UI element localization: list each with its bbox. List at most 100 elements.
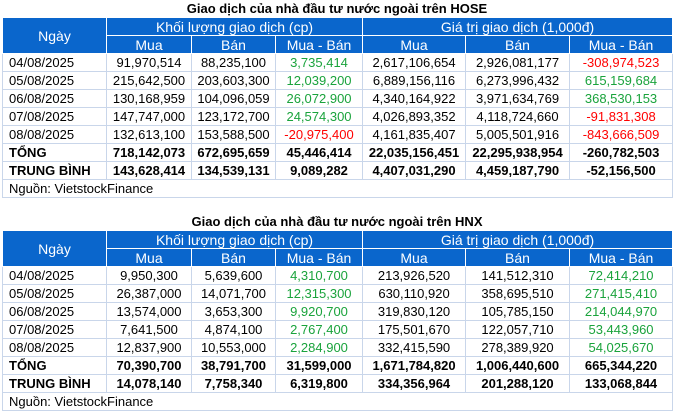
header-value: Giá trị giao dịch (1,000đ) (362, 17, 674, 36)
cell: TRUNG BÌNH (2, 161, 107, 180)
average-row: TRUNG BÌNH 14,078,140 7,758,340 6,319,800 33… (2, 374, 674, 393)
cell: 38,791,700 (191, 356, 276, 375)
cell: 9,950,300 (106, 266, 192, 285)
table-row: 06/08/2025 130,168,959 104,096,059 26,072,9… (2, 89, 674, 108)
cell: -260,782,503 (569, 143, 674, 162)
cell: 358,695,510 (465, 284, 571, 303)
cell: 26,387,000 (106, 284, 192, 303)
table-row: 07/08/2025 7,641,500 4,874,100 2,767,400 175… (2, 320, 674, 339)
cell: 22,035,156,451 (362, 143, 467, 162)
cell: 13,574,000 (106, 302, 192, 321)
cell: 12,315,300 (274, 284, 364, 303)
table-title: Giao dịch của nhà đầu tư nước ngoài trên… (191, 214, 483, 229)
cell: 3,971,634,769 (465, 89, 571, 108)
cell: 4,407,031,290 (362, 161, 467, 180)
cell: 1,671,784,820 (362, 356, 467, 375)
cell: 278,389,920 (465, 338, 571, 357)
cell: 319,830,120 (362, 302, 467, 321)
cell: 153,588,500 (191, 125, 276, 144)
cell: 4,340,164,922 (362, 89, 467, 108)
cell: 06/08/2025 (2, 302, 107, 321)
header-net: Mua - Bán (569, 248, 674, 267)
header-sell: Bán (191, 35, 276, 54)
cell: 91,970,514 (106, 53, 192, 72)
header-buy: Mua (106, 35, 192, 54)
header-sell: Bán (465, 35, 571, 54)
cell: 130,168,959 (106, 89, 192, 108)
cell: 203,603,300 (191, 71, 276, 90)
cell: 72,414,210 (569, 266, 674, 285)
cell: -843,666,509 (569, 125, 674, 144)
cell: 22,295,938,954 (465, 143, 571, 162)
header-volume: Khối lượng giao dịch (cp) (105, 17, 364, 36)
cell: 122,057,710 (465, 320, 571, 339)
cell: 2,926,081,177 (465, 53, 571, 72)
header-date: Ngày (2, 230, 107, 267)
cell: 4,026,893,352 (362, 107, 467, 126)
cell: 6,273,996,432 (465, 71, 571, 90)
cell: TỔNG (2, 356, 107, 375)
header-volume: Khối lượng giao dịch (cp) (105, 230, 364, 249)
cell: 04/08/2025 (2, 53, 107, 72)
cell: 05/08/2025 (2, 284, 107, 303)
cell: 4,161,835,407 (362, 125, 467, 144)
cell: -91,831,308 (569, 107, 674, 126)
cell: 332,415,590 (362, 338, 467, 357)
header-net: Mua - Bán (274, 248, 364, 267)
cell: 105,785,150 (465, 302, 571, 321)
cell: 5,639,600 (191, 266, 276, 285)
cell: 45,446,414 (274, 143, 364, 162)
cell: TRUNG BÌNH (2, 374, 107, 393)
cell: 1,006,440,600 (465, 356, 571, 375)
header-sell: Bán (191, 248, 276, 267)
cell: 672,695,659 (191, 143, 276, 162)
cell: 213,926,520 (362, 266, 467, 285)
cell: 143,628,414 (106, 161, 192, 180)
cell: 7,758,340 (191, 374, 276, 393)
source-note: Nguồn: VietstockFinance (1, 179, 674, 198)
cell: 132,613,100 (106, 125, 192, 144)
cell: 4,874,100 (191, 320, 276, 339)
header-value: Giá trị giao dịch (1,000đ) (362, 230, 674, 249)
cell: 4,310,700 (274, 266, 364, 285)
cell: 3,653,300 (191, 302, 276, 321)
cell: 104,096,059 (191, 89, 276, 108)
average-row: TRUNG BÌNH 143,628,414 134,539,131 9,089,28… (2, 161, 674, 180)
cell: 26,072,900 (274, 89, 364, 108)
cell: -308,974,523 (569, 53, 674, 72)
table-row: 05/08/2025 26,387,000 14,071,700 12,315,300… (2, 284, 674, 303)
cell: 133,068,844 (569, 374, 674, 393)
cell: 54,025,670 (569, 338, 674, 357)
cell: 08/08/2025 (2, 125, 107, 144)
header-sell: Bán (465, 248, 571, 267)
source-note: Nguồn: VietstockFinance (1, 392, 674, 411)
table-row: 06/08/2025 13,574,000 3,653,300 9,920,700 31… (2, 302, 674, 321)
cell: 7,641,500 (106, 320, 192, 339)
cell: 12,837,900 (106, 338, 192, 357)
cell: 9,089,282 (274, 161, 364, 180)
cell: -20,975,400 (274, 125, 364, 144)
cell: 2,767,400 (274, 320, 364, 339)
cell: 718,142,073 (106, 143, 192, 162)
total-row: TỔNG 70,390,700 38,791,700 31,599,000 1,671,… (2, 356, 674, 375)
cell: 04/08/2025 (2, 266, 107, 285)
hose-block: Giao dịch của nhà đầu tư nước ngoài trên… (1, 0, 674, 198)
cell: 53,443,960 (569, 320, 674, 339)
foreign-trading-table: Ngày Khối lượng giao dịch (cp) Giá trị g… (1, 230, 674, 411)
table-title: Giao dịch của nhà đầu tư nước ngoài trên… (186, 1, 488, 16)
table-row: 07/08/2025 147,747,000 123,172,700 24,574,3… (2, 107, 674, 126)
cell: 24,574,300 (274, 107, 364, 126)
foreign-trading-table: Ngày Khối lượng giao dịch (cp) Giá trị g… (1, 17, 674, 198)
cell: 14,071,700 (191, 284, 276, 303)
cell: 2,284,900 (274, 338, 364, 357)
total-row: TỔNG 718,142,073 672,695,659 45,446,414 22,0… (2, 143, 674, 162)
cell: 3,735,414 (274, 53, 364, 72)
cell: 6,319,800 (274, 374, 364, 393)
cell: 07/08/2025 (2, 107, 107, 126)
cell: 4,118,724,660 (465, 107, 571, 126)
cell: 665,344,220 (569, 356, 674, 375)
table-row: 05/08/2025 215,642,500 203,603,300 12,039,2… (2, 71, 674, 90)
cell: 615,159,684 (569, 71, 674, 90)
header-date: Ngày (2, 17, 107, 54)
header-net: Mua - Bán (569, 35, 674, 54)
